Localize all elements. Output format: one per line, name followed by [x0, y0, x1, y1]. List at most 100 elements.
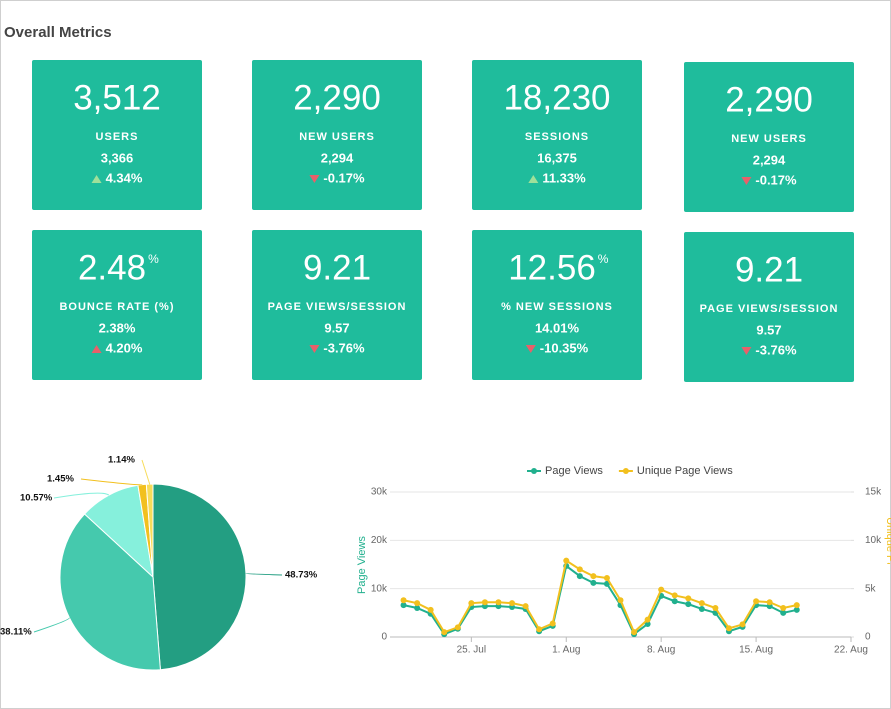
card-label: BOUNCE RATE (%) [59, 301, 174, 313]
leader-line [245, 572, 283, 576]
data-point [414, 600, 421, 607]
card-change: -10.35% [540, 340, 589, 355]
metric-card [252, 230, 422, 380]
data-point [468, 600, 475, 607]
y2-tick-label: 5k [865, 583, 877, 594]
data-point [481, 599, 488, 606]
data-point [793, 606, 800, 613]
data-point [400, 602, 407, 609]
pie-label: 10.57% [20, 493, 53, 504]
data-point [766, 599, 773, 606]
card-previous: 9.57 [324, 320, 349, 335]
y2-tick-label: 0 [865, 632, 871, 643]
card-previous: 2,294 [753, 152, 786, 167]
leader-line [53, 492, 110, 499]
data-point [536, 626, 543, 633]
data-point [576, 566, 583, 573]
leader-line [80, 478, 143, 486]
data-point [780, 609, 787, 616]
y2-tick-label: 15k [865, 487, 882, 498]
data-point [725, 625, 732, 632]
leader-line [141, 459, 151, 485]
x-tick-label: 8. Aug [647, 645, 675, 656]
legend-label: Page Views [545, 465, 603, 477]
card-change: 4.34% [106, 170, 143, 185]
y2-axis-label: Unique Page Views [884, 517, 891, 613]
y2-tick-label: 10k [865, 535, 882, 546]
card-label: USERS [96, 131, 139, 143]
trend-arrow [741, 177, 752, 185]
pie-label: 38.11% [0, 627, 32, 638]
pie-slice [59, 513, 161, 671]
data-point [780, 605, 787, 611]
data-point [414, 605, 421, 611]
card-change: 11.33% [542, 170, 586, 185]
legend-marker [531, 468, 537, 474]
data-point [441, 629, 448, 636]
y-axis-label: Page Views [356, 536, 368, 594]
x-tick-label: 25. Jul [457, 645, 486, 656]
data-point [590, 579, 597, 586]
data-point [631, 629, 638, 636]
card-unit: % [148, 252, 159, 266]
data-point [698, 600, 705, 607]
card-previous: 16,375 [537, 150, 577, 165]
data-point [603, 575, 610, 582]
data-point [753, 598, 760, 605]
pie-slice [152, 483, 247, 671]
pie-label: 1.14% [108, 455, 135, 466]
leader-line [33, 617, 70, 633]
trend-arrow [528, 175, 539, 183]
x-tick-label: 1. Aug [552, 645, 580, 656]
card-value: 3,512 [73, 78, 161, 117]
card-value: 12.56 [508, 248, 596, 287]
legend-marker [622, 468, 629, 474]
data-point [576, 573, 583, 580]
data-point [590, 573, 597, 580]
card-label: % NEW SESSIONS [501, 301, 613, 313]
card-change: 4.20% [106, 340, 143, 355]
card-previous: 9.57 [756, 322, 781, 337]
metric-card [32, 60, 202, 210]
x-tick-label: 15. Aug [739, 645, 773, 656]
data-point [671, 598, 678, 605]
card-value: 18,230 [503, 78, 610, 117]
card-value: 2,290 [293, 78, 381, 117]
data-point [522, 603, 529, 610]
metric-card [472, 60, 642, 210]
pie-label: 48.73% [285, 570, 318, 581]
card-label: PAGE VIEWS/SESSION [268, 301, 407, 313]
pie-label: 1.45% [47, 474, 74, 485]
card-label: SESSIONS [525, 131, 589, 143]
metric-card [684, 62, 854, 212]
y-tick-label: 0 [381, 632, 387, 643]
data-point [685, 601, 692, 608]
metric-card [32, 230, 202, 380]
card-previous: 2,294 [321, 150, 354, 165]
y-tick-label: 20k [371, 535, 388, 546]
trend-arrow [741, 347, 752, 355]
metric-card [684, 232, 854, 382]
trend-arrow [91, 175, 102, 183]
y-tick-label: 10k [371, 583, 388, 594]
trend-arrow [309, 175, 320, 183]
card-change: -3.76% [323, 340, 365, 355]
card-previous: 2.38% [99, 320, 136, 335]
data-point [712, 605, 719, 611]
x-tick-label: 22. Aug [834, 645, 868, 656]
data-point [658, 586, 665, 593]
card-value: 9.21 [303, 248, 371, 287]
legend-label: Unique Page Views [637, 465, 733, 477]
data-point [644, 616, 651, 623]
card-change: -0.17% [755, 172, 797, 187]
card-label: NEW USERS [731, 133, 807, 145]
metric-card [472, 230, 642, 380]
card-previous: 14.01% [535, 320, 580, 335]
data-point [698, 605, 705, 612]
trend-arrow [91, 345, 102, 353]
data-point [739, 621, 746, 628]
data-point [549, 620, 556, 627]
card-unit: % [598, 252, 609, 266]
data-point [509, 600, 516, 607]
